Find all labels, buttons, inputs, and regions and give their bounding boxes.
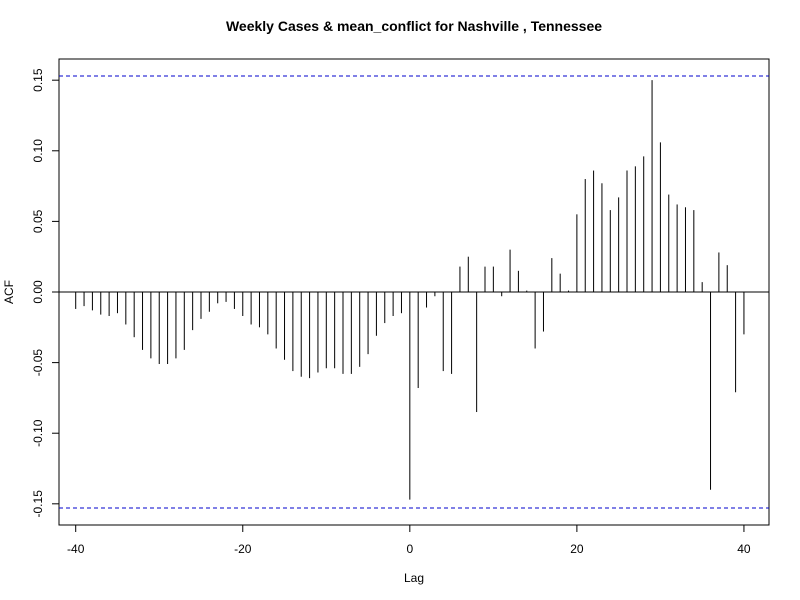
x-tick-label: -20 bbox=[234, 542, 252, 556]
x-axis: -40 -20 0 20 40 bbox=[67, 524, 751, 556]
acf-bars bbox=[75, 80, 745, 500]
y-tick-label: -0.10 bbox=[31, 419, 45, 447]
y-tick-label: 0.05 bbox=[31, 209, 45, 233]
y-tick-label: 0.00 bbox=[31, 280, 45, 304]
y-tick-label: -0.15 bbox=[31, 490, 45, 518]
x-tick-label: 0 bbox=[406, 542, 413, 556]
y-tick-label: 0.15 bbox=[31, 68, 45, 92]
y-tick-label: -0.05 bbox=[31, 349, 45, 377]
chart-title: Weekly Cases & mean_conflict for Nashvil… bbox=[226, 18, 602, 34]
y-axis-label: ACF bbox=[2, 280, 16, 304]
x-tick-label: 40 bbox=[737, 542, 751, 556]
y-tick-label: 0.10 bbox=[31, 139, 45, 163]
x-tick-label: -40 bbox=[67, 542, 85, 556]
x-axis-label: Lag bbox=[404, 571, 424, 585]
x-tick-label: 20 bbox=[570, 542, 584, 556]
y-axis: -0.15 -0.10 -0.05 0.00 0.05 0.10 0.15 bbox=[31, 68, 60, 518]
